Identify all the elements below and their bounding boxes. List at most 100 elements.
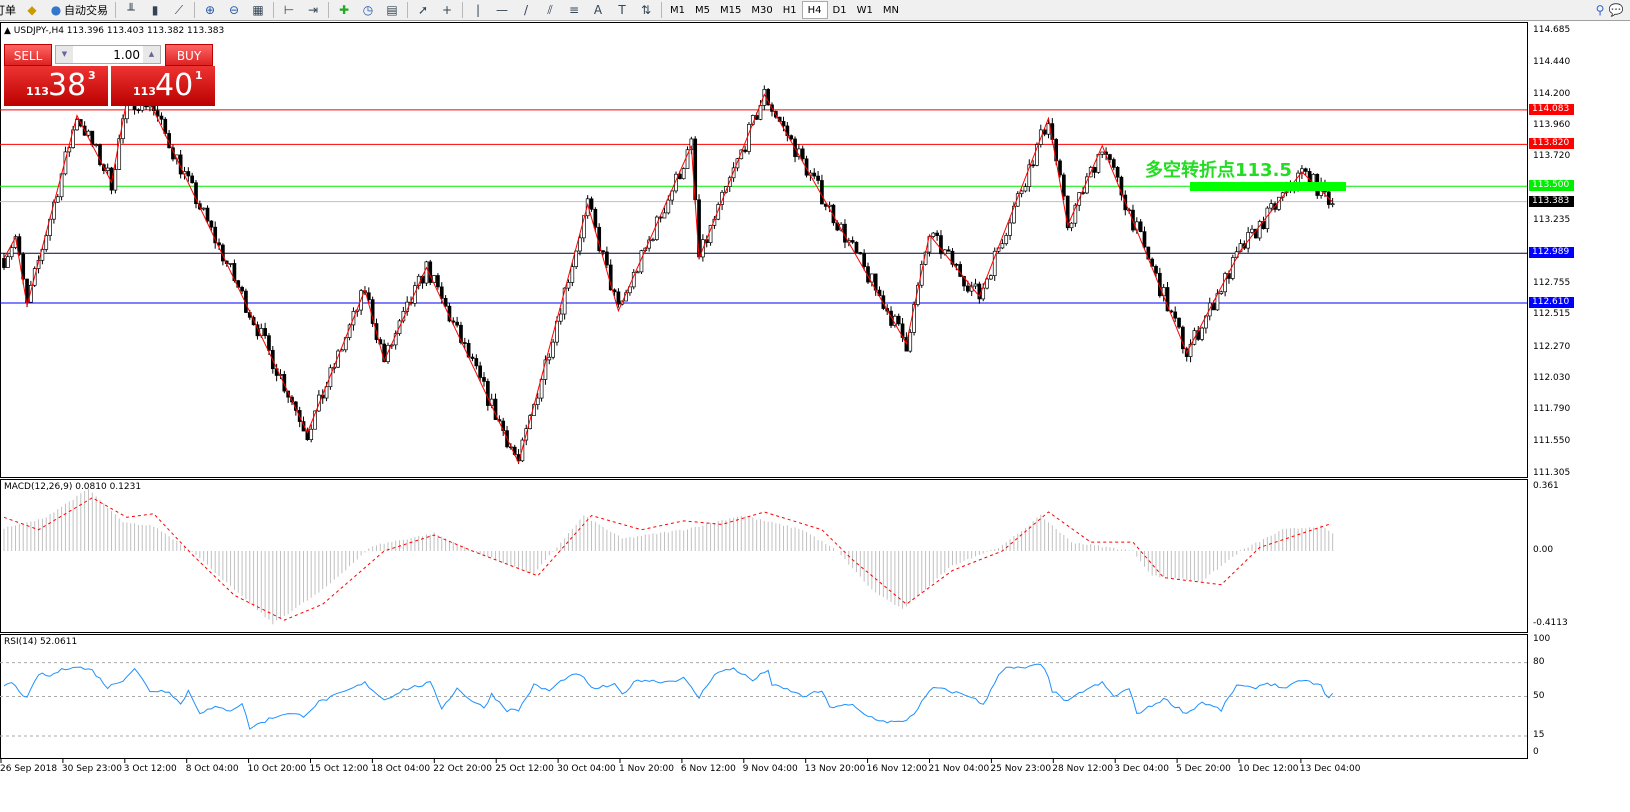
search-icon[interactable]: ⚲	[1595, 3, 1605, 17]
rsi-line	[3, 663, 1334, 730]
chat-icon[interactable]: 💬	[1608, 3, 1624, 17]
candle-body	[1188, 343, 1193, 357]
macd-pane-frame	[0, 479, 1528, 633]
candle-body	[21, 253, 26, 280]
time-axis-label: 25 Nov 23:00	[990, 764, 1052, 774]
timeframe-mn[interactable]: MN	[882, 4, 899, 16]
crosshair-icon[interactable]: +	[441, 3, 453, 17]
price-level-tag: 114.083	[1529, 103, 1574, 115]
candle-body	[1219, 291, 1224, 294]
candle-body	[574, 250, 579, 267]
horizontal-line-icon[interactable]: —	[496, 3, 508, 17]
candle-body	[305, 430, 310, 440]
market-watch-icon: ◆	[27, 3, 37, 17]
candle-body	[581, 215, 586, 239]
time-axis-label: 6 Nov 12:00	[680, 764, 736, 774]
candle-body	[862, 253, 867, 267]
price-axis-label: 112.755	[1533, 277, 1571, 288]
lot-size-input[interactable]: 1.00	[113, 48, 140, 62]
candle-body	[213, 226, 218, 244]
price-level-tag: 113.383	[1529, 195, 1574, 207]
timeframe-w1[interactable]: W1	[856, 4, 873, 16]
candle-body	[950, 250, 955, 265]
candle-body	[493, 398, 498, 420]
candle-body	[666, 199, 671, 214]
time-axis-label: 18 Oct 04:00	[371, 764, 431, 774]
candle-body	[965, 285, 970, 292]
candle-body	[816, 175, 820, 181]
candle-body	[228, 263, 233, 265]
candle-body	[94, 144, 99, 146]
price-axis-label: 111.550	[1533, 435, 1571, 446]
increase-lot-button[interactable]: ▲	[143, 46, 160, 63]
candle-body	[1108, 154, 1112, 160]
price-axis-label: 111.790	[1533, 404, 1571, 415]
chart-shift-icon[interactable]: ⊢	[283, 3, 295, 17]
pivot-marker-bar[interactable]	[1190, 182, 1346, 191]
fibonacci-icon[interactable]: ≡	[568, 3, 580, 17]
time-axis-label: 3 Oct 12:00	[123, 764, 177, 774]
timeframe-h1[interactable]: H1	[782, 4, 797, 16]
candle-body	[766, 89, 771, 106]
bar-chart-icon[interactable]: ╨	[127, 3, 135, 17]
trendline-icon[interactable]: /	[523, 3, 529, 17]
vertical-line-icon[interactable]: |	[475, 3, 481, 17]
candle-body	[439, 286, 444, 299]
buy-price[interactable]: 113 40 1	[111, 66, 215, 106]
candlestick-icon[interactable]: ▮	[151, 3, 159, 17]
price-axis-label: 112.030	[1533, 372, 1571, 383]
candle-body	[474, 358, 479, 367]
auto-trading-button[interactable]: ● 自动交易	[44, 1, 112, 19]
candle-body	[209, 220, 214, 228]
time-axis-label: 15 Oct 12:00	[309, 764, 369, 774]
candle-body	[962, 276, 966, 287]
sell-price[interactable]: 113 38 3	[4, 66, 108, 106]
timeframe-m1[interactable]: M1	[670, 4, 685, 16]
periods-icon[interactable]: ◷	[362, 3, 374, 17]
candle-body	[570, 266, 575, 283]
text-icon[interactable]: A	[593, 3, 603, 17]
cursor-icon[interactable]: ➚	[417, 3, 429, 17]
candle-body	[681, 168, 686, 180]
time-axis-label: 5 Dec 20:00	[1176, 764, 1231, 774]
timeframe-m30[interactable]: M30	[751, 4, 773, 16]
price-level-tag: 112.989	[1529, 247, 1574, 259]
macd-axis-label: -0.4113	[1533, 617, 1568, 628]
chart-canvas[interactable]	[0, 21, 1630, 812]
timeframe-d1[interactable]: D1	[832, 4, 847, 16]
divider	[328, 2, 329, 18]
zoom-out-icon[interactable]: ⊖	[228, 3, 240, 17]
market-watch-button[interactable]: ◆	[20, 1, 44, 19]
candle-body	[86, 130, 91, 136]
time-axis-label: 21 Nov 04:00	[928, 764, 990, 774]
price-axis-label: 113.720	[1533, 151, 1571, 162]
indicators-icon[interactable]: ✚	[338, 3, 350, 17]
divider	[115, 2, 116, 18]
equidistant-channel-icon[interactable]: ⫽	[547, 3, 553, 17]
rsi-axis-label: 50	[1533, 690, 1545, 701]
candle-body	[674, 173, 678, 192]
candle-body	[190, 175, 195, 184]
tile-windows-icon[interactable]: ▦	[252, 3, 264, 17]
autoscroll-icon[interactable]: ⇥	[307, 3, 319, 17]
new-order-button[interactable]: 订单	[0, 4, 16, 17]
candle-body	[1115, 167, 1120, 178]
candle-body	[267, 335, 271, 351]
candle-body	[1100, 151, 1105, 155]
arrows-icon[interactable]: ⇅	[640, 3, 652, 17]
candle-body	[908, 332, 913, 352]
collapse-triangle-icon[interactable]: ▲	[4, 26, 14, 36]
pivot-annotation[interactable]: 多空转折点113.5	[1145, 160, 1292, 181]
decrease-lot-button[interactable]: ▼	[56, 46, 73, 63]
buy-button[interactable]: BUY	[165, 44, 213, 66]
candle-body	[881, 295, 886, 309]
zoom-in-icon[interactable]: ⊕	[204, 3, 216, 17]
text-label-icon[interactable]: T	[618, 3, 626, 17]
timeframe-h4[interactable]: H4	[801, 1, 828, 19]
candle-body	[989, 275, 993, 280]
timeframe-m5[interactable]: M5	[695, 4, 710, 16]
templates-icon[interactable]: ▤	[386, 3, 398, 17]
line-chart-icon[interactable]: ⟋	[174, 3, 184, 17]
sell-button[interactable]: SELL	[4, 44, 52, 66]
timeframe-m15[interactable]: M15	[720, 4, 742, 16]
